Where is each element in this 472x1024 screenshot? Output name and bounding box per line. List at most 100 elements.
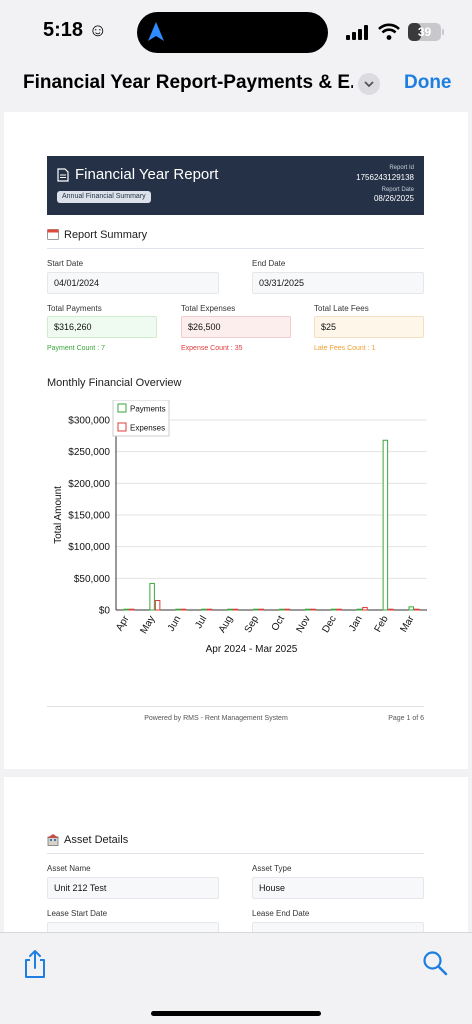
bottom-toolbar (0, 932, 472, 1024)
y-tick-label: $50,000 (74, 574, 111, 585)
bar-payments-sep (253, 608, 259, 611)
wifi-icon (378, 23, 400, 40)
report-page-1[interactable]: Financial Year Report Annual Financial S… (4, 112, 468, 769)
x-tick-label: Aug (217, 614, 235, 635)
legend-swatch-expenses (117, 422, 127, 432)
bar-payments-jul (201, 608, 207, 611)
bar-payments-may (149, 582, 155, 611)
report-banner: Financial Year Report Annual Financial S… (47, 156, 424, 215)
x-tick-label: Dec (320, 614, 338, 635)
footer-divider (47, 706, 424, 707)
expense-count: Expense Count : 35 (181, 345, 243, 352)
end-date-label: End Date (252, 259, 286, 268)
asset-details-heading: Asset Details (64, 834, 129, 846)
bar-expenses-apr (128, 608, 135, 611)
home-indicator (151, 1011, 321, 1016)
bar-payments-aug (227, 608, 233, 611)
report-date-label: Report Date (381, 187, 414, 193)
bar-expenses-may (154, 600, 161, 611)
document-title: Financial Year Report-Payments & E... (23, 72, 353, 93)
location-arrow-icon (148, 22, 164, 41)
status-bar: 5:18 ☺ 39 (0, 0, 472, 62)
battery-fill (408, 23, 421, 41)
report-id-value: 1756243129138 (356, 173, 414, 182)
bar-expenses-jan (362, 606, 368, 611)
bar-payments-oct (278, 608, 285, 611)
y-tick-label: $300,000 (68, 416, 110, 427)
asset-type-field: House (252, 877, 424, 899)
section-divider (47, 248, 424, 249)
bar-expenses-feb (388, 608, 394, 611)
x-tick-label: Jun (166, 614, 184, 633)
title-menu-button[interactable] (358, 73, 380, 95)
total-expenses-label: Total Expenses (181, 304, 236, 313)
bar-expenses-sep (258, 608, 265, 611)
asset-name-label: Asset Name (47, 864, 91, 873)
total-late-fees-field: $25 (314, 316, 424, 338)
dynamic-island (137, 12, 328, 53)
report-summary-heading: Report Summary (64, 229, 148, 241)
bar-payments-mar (408, 606, 415, 611)
battery-icon: 39 (408, 23, 441, 41)
bar-payments-nov (304, 608, 311, 611)
x-tick-label: Jul (193, 614, 209, 631)
legend-swatch-payments (117, 403, 127, 413)
legend-label-payments: Payments (130, 405, 166, 414)
x-tick-label: May (138, 614, 157, 636)
bar-expenses-aug (232, 608, 239, 611)
x-tick-label: Mar (398, 613, 416, 634)
late-fee-count: Late Fees Count : 1 (314, 345, 376, 352)
start-date-field: 04/01/2024 (47, 272, 219, 294)
share-icon[interactable] (21, 949, 49, 979)
section-divider (47, 853, 424, 854)
x-tick-label: Oct (270, 614, 287, 633)
total-payments-label: Total Payments (47, 304, 102, 313)
bar-payments-dec (330, 608, 337, 611)
payment-count: Payment Count : 7 (47, 345, 105, 352)
y-tick-label: $250,000 (68, 447, 110, 458)
asset-type-label: Asset Type (252, 864, 292, 873)
status-time: 5:18 ☺ (43, 19, 107, 41)
total-payments-field: $316,260 (47, 316, 157, 338)
y-tick-label: $100,000 (68, 542, 110, 553)
report-title: Financial Year Report (75, 166, 219, 183)
legend-label-expenses: Expenses (130, 424, 165, 433)
chevron-down-icon (364, 81, 374, 88)
y-tick-label: $0 (99, 606, 111, 617)
powered-by-text: Powered by RMS - Rent Management System (144, 715, 288, 722)
end-date-field: 03/31/2025 (252, 272, 424, 294)
bar-expenses-mar (414, 608, 420, 611)
bar-expenses-jul (206, 608, 213, 611)
asset-name-field: Unit 212 Test (47, 877, 219, 899)
title-bar: Financial Year Report-Payments & E... Do… (0, 62, 472, 108)
report-date-value: 08/26/2025 (373, 194, 414, 203)
start-date-label: Start Date (47, 259, 84, 268)
x-tick-label: Feb (373, 614, 391, 635)
monthly-financial-chart: $0 $50,000 $100,000 $150,000 $200,000 $250,00… (53, 400, 427, 655)
bar-expenses-nov (310, 608, 316, 611)
bar-payments-jan (356, 608, 363, 611)
battery-cap (442, 29, 444, 35)
document-icon (57, 168, 69, 182)
x-axis-label: Apr 2024 - Mar 2025 (206, 644, 298, 655)
x-tick-label: Nov (295, 614, 313, 635)
y-tick-label: $200,000 (68, 479, 110, 490)
total-expenses-field: $26,500 (181, 316, 291, 338)
bar-expenses-oct (284, 608, 290, 611)
chart-heading: Monthly Financial Overview (47, 377, 182, 389)
bar-expenses-jun (180, 608, 187, 611)
battery-level: 39 (417, 25, 432, 39)
bar-payments-jun (175, 608, 181, 611)
report-page-2[interactable]: Asset Details Asset Name Unit 212 Test A… (4, 777, 468, 937)
x-tick-label: Apr (114, 613, 132, 633)
page-number: Page 1 of 6 (388, 715, 424, 722)
search-icon[interactable] (422, 950, 448, 976)
x-tick-label: Jan (347, 614, 365, 633)
bar-payments-apr (123, 608, 129, 611)
calendar-icon (47, 229, 59, 240)
building-icon (47, 834, 59, 846)
y-axis-label: Total Amount (53, 486, 64, 544)
done-button[interactable]: Done (404, 72, 452, 93)
bar-payments-feb (382, 439, 389, 611)
cellular-signal-icon (346, 25, 368, 40)
